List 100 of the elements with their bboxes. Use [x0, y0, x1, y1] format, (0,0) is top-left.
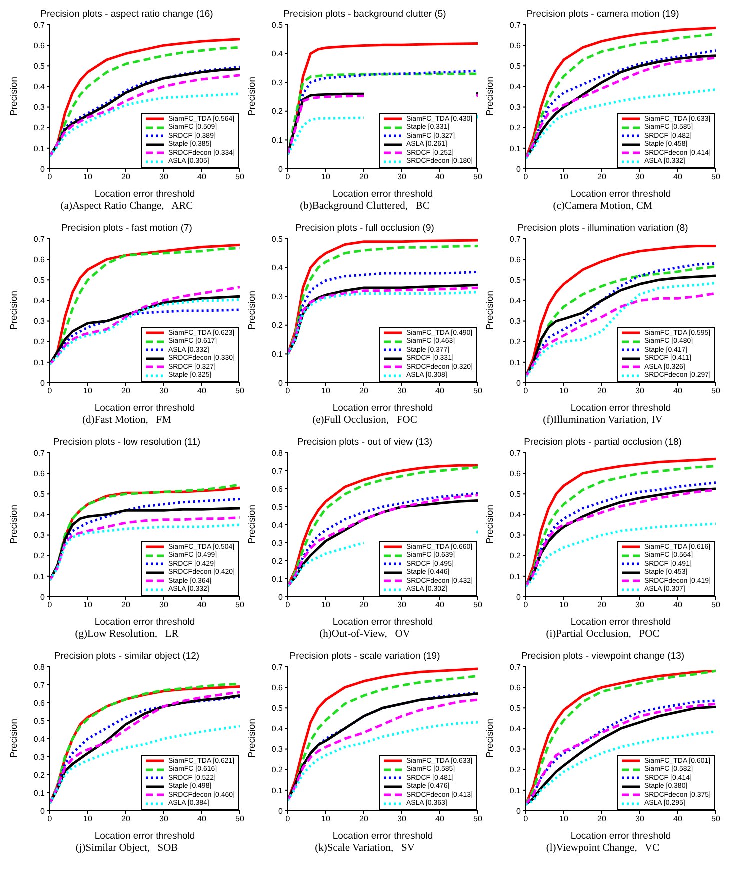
y-tick-label: 0.5	[510, 62, 522, 71]
x-tick-label: 10	[322, 600, 331, 610]
x-tick-label: 20	[360, 600, 369, 610]
x-axis-title: Location error threshold	[570, 189, 672, 200]
y-tick-label: 0.4	[34, 734, 46, 744]
chart-title: Precision plots - fast motion (7)	[62, 222, 192, 235]
x-tick-label: 40	[436, 600, 445, 610]
text: (d)Fast Motion, FM	[82, 415, 172, 426]
y-axis-title: Precision	[484, 291, 496, 331]
y-tick-label: 0.2	[510, 338, 522, 347]
y-tick-label: 0.3	[34, 531, 46, 540]
y-tick-label: 0.3	[510, 103, 522, 112]
x-axis-title: Location error threshold	[94, 831, 196, 842]
chart-title: Precision plots - aspect ratio change (16)	[40, 8, 214, 21]
y-tick-label: 0.3	[34, 317, 46, 326]
y-tick-label: 0.3	[510, 531, 522, 540]
x-axis-title: Location error threshold	[94, 403, 196, 414]
x-tick-label: 0	[48, 386, 53, 396]
x-axis-title: Location error threshold	[332, 617, 434, 628]
y-tick-label: 0.5	[272, 704, 284, 713]
y-tick-label: 0.2	[510, 124, 522, 133]
y-tick-label: 0.2	[34, 770, 46, 780]
line-series	[526, 730, 716, 806]
x-tick-label: 30	[398, 172, 407, 182]
x-tick-label: 30	[636, 600, 645, 610]
text: (k)Scale Variation, SV	[315, 843, 415, 854]
x-tick-label: 20	[598, 814, 607, 824]
x-tick-label: 40	[198, 814, 207, 824]
x-axis-title: Location error threshold	[570, 831, 672, 842]
y-tick-label: 0.6	[34, 255, 46, 264]
y-tick-label: 0.2	[34, 124, 46, 133]
x-tick-label: 0	[524, 172, 529, 182]
x-axis-title: Location error threshold	[94, 189, 196, 200]
y-tick-label: 0.4	[510, 510, 522, 520]
x-tick-label: 40	[436, 386, 445, 396]
x-tick-label: 50	[236, 386, 245, 396]
y-tick-label: 0.4	[510, 724, 522, 734]
x-tick-label: 20	[360, 386, 369, 396]
y-tick-label: 0.6	[34, 41, 46, 50]
y-tick-label: 0.5	[272, 20, 284, 30]
x-tick-label: 10	[560, 600, 569, 610]
y-tick-label: 0.3	[510, 317, 522, 326]
x-tick-label: 0	[48, 172, 53, 182]
x-tick-label: 0	[524, 600, 529, 610]
y-tick-label: 0.7	[510, 20, 522, 30]
x-tick-label: 50	[712, 814, 721, 824]
text: (b)Background Cluttered, BC	[300, 201, 430, 212]
y-tick-label: 0.5	[510, 704, 522, 713]
y-tick-label: 0.7	[34, 234, 46, 244]
y-tick-label: 0.2	[510, 552, 522, 561]
x-tick-label: 10	[84, 600, 93, 610]
y-axis-title: Precision	[484, 719, 496, 759]
y-tick-label: 0.4	[34, 82, 46, 92]
y-axis-title: Precision	[246, 77, 258, 117]
y-tick-label: 0	[516, 378, 522, 388]
y-tick-label: 0.2	[272, 321, 284, 330]
x-tick-label: 20	[360, 172, 369, 182]
x-tick-label: 50	[474, 814, 483, 824]
y-tick-label: 0.4	[510, 82, 522, 92]
chart-title: Precision plots - viewpoint change (13)	[521, 650, 685, 663]
x-tick-label: 40	[198, 600, 207, 610]
chart-title: Precision plots - partial occlusion (18)	[524, 436, 682, 449]
y-tick-label: 0.1	[510, 144, 522, 154]
y-tick-label: 0.1	[510, 572, 522, 582]
y-axis-title: Precision	[8, 291, 20, 331]
x-tick-label: 50	[712, 600, 721, 610]
y-axis-title: Precision	[246, 291, 258, 331]
chart-title: Precision plots - camera motion (19)	[526, 8, 680, 21]
x-tick-label: 0	[286, 600, 291, 610]
y-tick-label: 0	[516, 806, 522, 816]
y-tick-label: 0	[40, 164, 46, 174]
y-tick-label: 0.5	[510, 276, 522, 285]
x-tick-label: 30	[398, 600, 407, 610]
x-tick-label: 50	[712, 172, 721, 182]
y-tick-label: 0.2	[272, 556, 284, 566]
text: (g)Low Resolution, LR	[75, 629, 179, 640]
x-tick-label: 0	[524, 814, 529, 824]
y-tick-label: 0.2	[34, 552, 46, 561]
y-tick-label: 0.4	[272, 50, 284, 59]
y-tick-label: 0.3	[272, 292, 284, 302]
y-tick-label: 0	[278, 806, 284, 816]
x-tick-label: 30	[398, 814, 407, 824]
x-tick-label: 30	[636, 386, 645, 396]
y-tick-label: 0.2	[272, 107, 284, 116]
y-tick-label: 0.1	[510, 786, 522, 796]
line-series	[50, 725, 240, 806]
x-tick-label: 10	[560, 172, 569, 182]
x-axis-title: Location error threshold	[570, 617, 672, 628]
y-tick-label: 0	[278, 592, 284, 602]
y-tick-label: 0.6	[34, 698, 46, 708]
y-tick-label: 0.1	[34, 788, 46, 798]
x-tick-label: 20	[122, 600, 131, 610]
x-tick-label: 40	[674, 386, 683, 396]
x-tick-label: 50	[474, 172, 483, 182]
x-tick-label: 50	[236, 600, 245, 610]
x-tick-label: 50	[236, 172, 245, 182]
chart-title: Precision plots - illumination variation (8)	[518, 222, 688, 235]
y-tick-label: 0	[278, 378, 284, 388]
x-tick-label: 50	[712, 386, 721, 396]
y-axis-title: Precision	[246, 719, 258, 759]
